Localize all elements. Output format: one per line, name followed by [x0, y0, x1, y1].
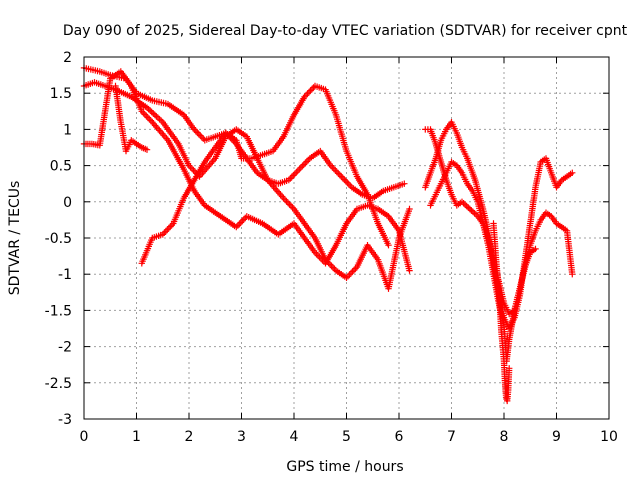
y-tick-label: 0.5: [50, 159, 72, 175]
x-tick-label: 9: [552, 429, 561, 445]
x-tick-labels: 0 1 2 3 4 5 6 7 8 9 10: [80, 429, 618, 445]
y-tick-label: 1: [63, 122, 72, 138]
y-tick-label: -3: [58, 412, 72, 428]
x-tick-label: 4: [290, 429, 299, 445]
x-tick-label: 2: [185, 429, 194, 445]
y-tick-label: 2: [63, 50, 72, 66]
x-tick-label: 1: [132, 429, 141, 445]
data-point-markers: [112, 82, 151, 155]
y-tick-labels: -3 -2.5 -2 -1.5 -1 -0.5 0 0.5 1 1.5 2: [45, 50, 72, 428]
x-tick-label: 6: [395, 429, 404, 445]
y-tick-label: -2: [58, 340, 72, 356]
x-axis-label: GPS time / hours: [286, 459, 403, 475]
x-tick-label: 10: [600, 429, 618, 445]
x-tick-label: 8: [500, 429, 509, 445]
y-tick-label: -1.5: [45, 303, 72, 319]
data-point-markers: [138, 82, 392, 267]
x-tick-label: 3: [237, 429, 246, 445]
series-track-9: [490, 220, 513, 405]
y-tick-label: -1: [58, 267, 72, 283]
y-tick-label: 0: [63, 195, 72, 211]
y-tick-label: -0.5: [45, 231, 72, 247]
y-tick-label: -2.5: [45, 376, 72, 392]
chart-title: Day 090 of 2025, Sidereal Day-to-day VTE…: [63, 23, 628, 39]
y-tick-label: 1.5: [50, 86, 72, 102]
series-track-5: [112, 82, 151, 155]
series-track-3: [138, 82, 392, 267]
data-point-markers: [490, 220, 513, 405]
x-tick-label: 7: [447, 429, 456, 445]
data-points: [80, 64, 576, 405]
x-tick-label: 5: [342, 429, 351, 445]
y-axis-label: SDTVAR / TECUs: [7, 181, 23, 296]
x-tick-label: 0: [80, 429, 89, 445]
axis-ticks: [83, 56, 610, 420]
